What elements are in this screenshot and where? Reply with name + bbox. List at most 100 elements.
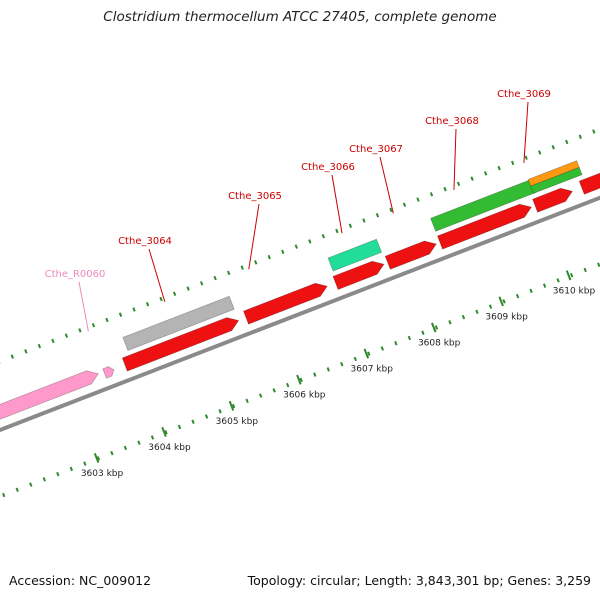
scale-label: 3610 kbp: [553, 286, 596, 296]
scale-tick: [227, 270, 231, 276]
scale-tick: [565, 139, 569, 145]
scale-tick: [538, 150, 542, 155]
scale-tick: [529, 288, 533, 294]
scale-tick: [91, 322, 96, 328]
scale-tick: [416, 197, 420, 202]
scale-tick: [367, 351, 371, 356]
scale-label: 3603 kbp: [81, 469, 124, 479]
scale-tick: [321, 233, 325, 239]
scale-tick: [286, 382, 290, 388]
scale-tick: [335, 228, 339, 234]
scale-tick: [145, 302, 150, 307]
scale-tick: [340, 361, 344, 367]
scale-tick: [448, 320, 452, 325]
scale-tick: [64, 333, 69, 338]
scale-tick: [313, 372, 317, 377]
feature-arrow-red: [578, 172, 600, 195]
gene-leader-line: [148, 248, 166, 302]
scale-tick: [421, 330, 425, 335]
scale-tick: [172, 291, 177, 297]
scale-tick: [402, 202, 407, 208]
scale-tick: [123, 445, 128, 451]
scale-tick: [137, 440, 141, 445]
scale-tick: [96, 456, 101, 461]
map-title: Clostridium thermocellum ATCC 27405, com…: [103, 9, 497, 25]
scale-tick: [10, 354, 14, 359]
scale-tick: [218, 409, 222, 414]
scale-tick: [177, 424, 182, 430]
scale-tick-major: [565, 270, 572, 281]
scale-tick: [69, 466, 73, 472]
gene-leader-line: [453, 128, 457, 190]
scale-tick: [362, 218, 366, 223]
scale-tick: [78, 328, 82, 333]
scale-tick: [394, 341, 398, 346]
scale-label: 3609 kbp: [485, 312, 528, 322]
scale-tick: [434, 325, 439, 330]
scale-tick: [488, 304, 493, 309]
scale-tick: [578, 134, 582, 139]
gene-leader-line: [523, 101, 529, 163]
scale-tick: [24, 349, 28, 354]
scale-tick: [110, 450, 114, 456]
scale-label: 3608 kbp: [418, 338, 461, 348]
scale-tick: [159, 296, 163, 302]
feature-arrow-red: [384, 240, 437, 270]
scale-tick: [29, 482, 33, 487]
scale-tick: [299, 377, 303, 383]
scale-tick: [353, 356, 357, 362]
tick-layer: [0, 129, 600, 498]
scale-tick: [258, 393, 263, 398]
scale-tick: [524, 155, 528, 160]
scale-tick: [551, 144, 555, 150]
scale-tick: [597, 262, 600, 267]
scale-tick: [470, 176, 474, 181]
gene-label: Cthe_3065: [228, 191, 282, 202]
scale-tick: [308, 239, 312, 244]
scale-tick: [42, 477, 46, 482]
scale-tick: [267, 254, 271, 260]
genome-summary: Topology: circular; Length: 3,843,301 bp…: [247, 573, 591, 588]
scale-label: 3604 kbp: [148, 443, 191, 453]
scale-tick-major: [296, 374, 302, 385]
scale-tick: [511, 160, 515, 166]
scale-tick: [556, 278, 560, 283]
scale-tick: [497, 165, 501, 171]
scale-tick: [281, 249, 285, 255]
feature-arrow-red: [532, 187, 574, 213]
feature-layer: [0, 160, 600, 433]
gene-leader-line: [331, 174, 343, 234]
scale-label: 3605 kbp: [216, 417, 259, 427]
scale-tick: [231, 403, 236, 409]
gene-leader-line: [248, 203, 260, 270]
scale-tick: [483, 171, 488, 176]
scale-tick: [429, 192, 434, 197]
feature-box-gray: [122, 295, 235, 352]
scale-tick: [443, 186, 447, 192]
scale-tick-major: [93, 452, 100, 464]
feature-arrow-red: [242, 282, 328, 325]
scale-tick-major: [498, 296, 504, 307]
scale-tick: [348, 223, 353, 228]
scale-tick: [583, 267, 587, 273]
scale-tick-major: [228, 400, 235, 411]
feature-arrow-pink-small: [102, 366, 115, 379]
scale-tick: [245, 398, 249, 404]
scale-tick: [502, 299, 506, 304]
scale-tick: [204, 414, 209, 419]
gene-label: Cthe_3064: [118, 236, 172, 247]
gene-leader-line: [379, 156, 394, 214]
scale-tick: [515, 293, 520, 299]
gene-label: Cthe_3068: [425, 116, 479, 127]
feature-arrow-red: [121, 317, 240, 372]
scale-tick: [570, 272, 574, 278]
feature-box-mint: [327, 238, 383, 272]
scale-tick: [2, 492, 6, 498]
scale-tick: [105, 317, 109, 323]
scale-tick: [380, 346, 385, 351]
gene-label: Cthe_3067: [349, 144, 403, 155]
scale-tick: [186, 286, 190, 291]
scale-tick: [51, 338, 55, 344]
scale-tick: [132, 307, 136, 312]
